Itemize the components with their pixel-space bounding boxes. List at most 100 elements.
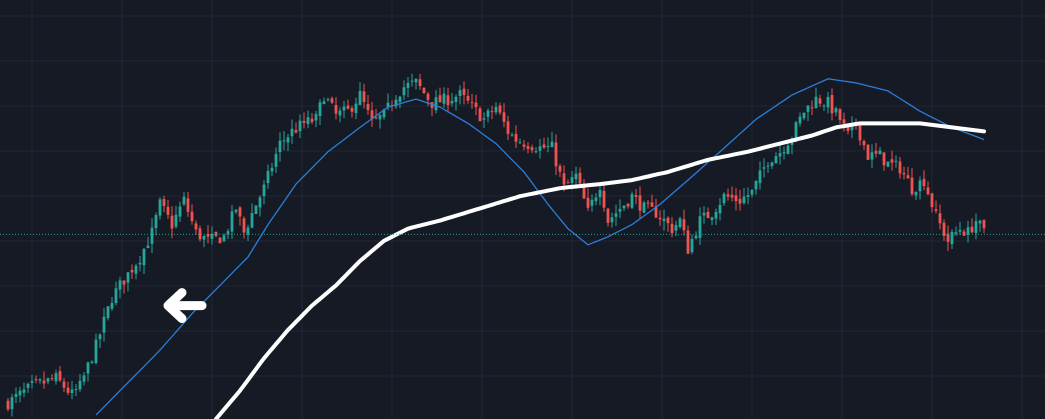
candle-body (266, 171, 270, 184)
candle (850, 116, 854, 139)
candle-body (818, 98, 822, 104)
candle (930, 192, 934, 213)
candle (110, 296, 114, 311)
candle-body (158, 199, 162, 216)
candle (822, 104, 826, 111)
candle (22, 382, 26, 398)
candle-body (114, 288, 118, 304)
candle-body (58, 371, 62, 381)
candle (366, 94, 370, 115)
candle-body (138, 262, 142, 265)
candle-body (906, 175, 910, 179)
candle (734, 188, 738, 211)
candle (550, 131, 554, 148)
candle-body (546, 146, 550, 148)
candle-body (478, 108, 482, 122)
candle-body (506, 121, 510, 134)
candle-body (910, 177, 914, 195)
candle (194, 220, 198, 235)
candle (378, 113, 382, 129)
candle-body (270, 167, 274, 172)
candle (138, 255, 142, 272)
candle-body (762, 167, 766, 169)
candle-body (930, 193, 934, 208)
candle (706, 207, 710, 219)
candle (582, 179, 586, 199)
candle (402, 80, 406, 101)
candle-body (14, 394, 18, 397)
candle (150, 218, 154, 254)
candle-body (978, 220, 982, 224)
candle-body (534, 151, 538, 153)
candle-body (482, 118, 486, 120)
candle-body (50, 378, 54, 380)
candle-body (402, 87, 406, 96)
candle (118, 276, 122, 299)
candle (638, 186, 642, 219)
candle (890, 150, 894, 171)
candle-body (386, 102, 390, 108)
candle (74, 384, 78, 397)
candle-body (722, 193, 726, 204)
candle (10, 393, 14, 417)
candle (446, 87, 450, 113)
candle-body (406, 82, 410, 88)
candle-body (934, 209, 938, 211)
candle (954, 226, 958, 237)
candle (334, 97, 338, 120)
arrow-shape (163, 288, 207, 324)
candle (974, 213, 978, 240)
candle (510, 132, 514, 137)
candle-body (626, 203, 630, 207)
candle-body (618, 208, 622, 212)
candle (38, 378, 42, 384)
candle-body (126, 272, 130, 283)
candle-body (946, 233, 950, 242)
candle (506, 115, 510, 141)
candle-body (54, 373, 58, 382)
candle (774, 152, 778, 164)
candle-body (550, 141, 554, 148)
candle-body (558, 166, 562, 172)
candle (126, 272, 130, 292)
candle (526, 142, 530, 154)
candle-body (22, 389, 26, 393)
candle-body (38, 379, 42, 381)
candle (266, 164, 270, 189)
candle (690, 234, 694, 255)
candle-body (230, 211, 234, 232)
candle (802, 112, 806, 121)
candle-body (810, 107, 814, 109)
candle-body (382, 109, 386, 118)
candle-body (834, 108, 838, 113)
candle (602, 184, 606, 212)
candle (534, 146, 538, 154)
candle-body (350, 108, 354, 112)
candle-body (146, 245, 150, 249)
candle (666, 216, 670, 232)
candle-body (898, 161, 902, 174)
candle (406, 76, 410, 98)
candle (318, 99, 322, 125)
candle-body (166, 206, 170, 215)
candle-body (522, 144, 526, 147)
candle (946, 225, 950, 252)
candle (410, 73, 414, 87)
candle (306, 110, 310, 129)
candle-body (258, 197, 262, 208)
candle-body (182, 196, 186, 205)
candle (518, 138, 522, 144)
candle (414, 78, 418, 90)
candle (782, 146, 786, 160)
candle-body (342, 106, 346, 111)
candle (886, 161, 890, 168)
candle-body (26, 383, 30, 388)
candle-body (446, 95, 450, 106)
candle (158, 197, 162, 220)
candle (310, 112, 314, 125)
candle-body (858, 124, 862, 141)
candle-body (750, 189, 754, 195)
candle-body (450, 100, 454, 104)
candle (770, 161, 774, 169)
